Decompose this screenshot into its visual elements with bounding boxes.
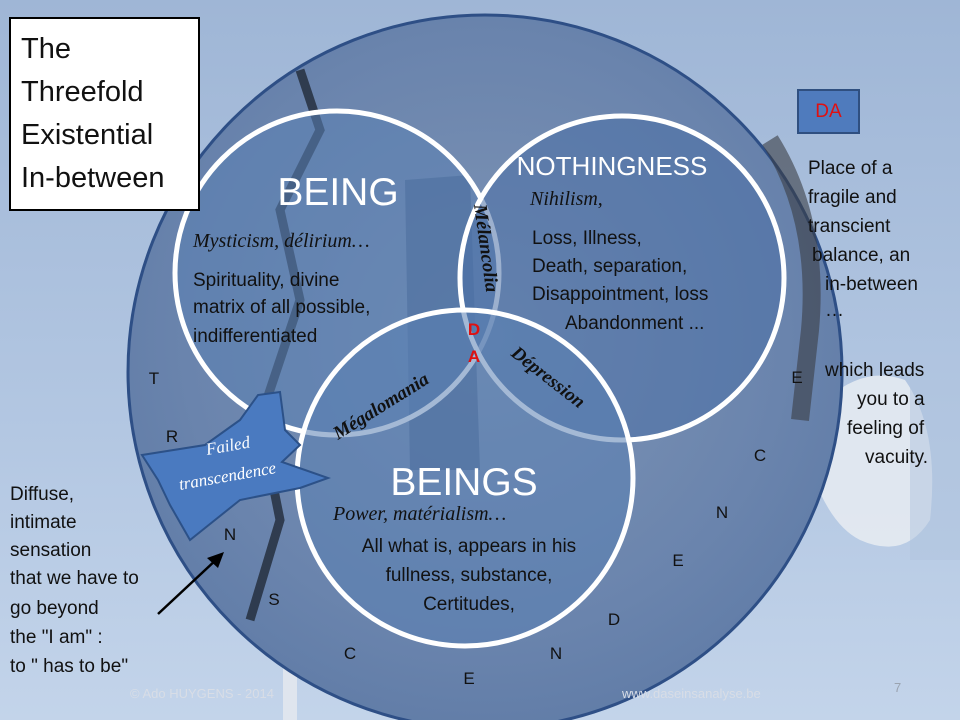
title-line: Existential: [21, 119, 154, 151]
right-text-line: Place of a: [808, 158, 893, 179]
right-text-line: …: [825, 300, 844, 321]
ring-letter: N: [550, 644, 562, 663]
beings-body-line: All what is, appears in his: [362, 536, 576, 557]
nothingness-body-line: Loss, Illness,: [532, 228, 642, 249]
left-text-line: Diffuse,: [10, 484, 75, 505]
being-title: BEING: [277, 171, 398, 214]
nothingness-body-line: Disappointment, loss: [532, 284, 708, 305]
right-text-line: feeling of: [847, 418, 925, 439]
beings-title: BEINGS: [390, 461, 537, 504]
ring-letter: R: [166, 427, 178, 446]
right-text-line: fragile and: [808, 187, 897, 208]
beings-body-line: Certitudes,: [423, 594, 515, 615]
ring-letter: S: [268, 590, 279, 609]
being-body-line: matrix of all possible,: [193, 297, 370, 318]
title-line: Threefold: [21, 76, 144, 108]
website-text: www.daseinsanalyse.be: [622, 686, 761, 701]
right-text-line: transcient: [808, 216, 891, 237]
arrow-head: [207, 552, 224, 568]
ring-letter: E: [791, 368, 802, 387]
ring-letter: C: [754, 446, 766, 465]
ring-letter: D: [608, 610, 620, 629]
page-number: 7: [894, 680, 902, 695]
copyright-text: © Ado HUYGENS - 2014: [130, 686, 274, 701]
left-text-line: sensation: [10, 540, 92, 561]
being-body-line: indifferentiated: [193, 326, 317, 347]
da-box: DA: [797, 89, 860, 134]
ring-letter: N: [716, 503, 728, 522]
left-text-line: to " has to be": [10, 656, 129, 677]
nothingness-title: NOTHINGNESS: [517, 151, 708, 181]
nothingness-subtitle: Nihilism,: [529, 188, 603, 210]
ring-letter: C: [344, 644, 356, 663]
nothingness-body-line: Abandonment ...: [565, 313, 704, 334]
right-text-line: in-between: [825, 274, 918, 295]
center-letter-d: D: [468, 320, 480, 339]
nothingness-body-line: Death, separation,: [532, 256, 687, 277]
left-text-line: that we have to: [10, 568, 139, 589]
ring-letter: T: [149, 369, 159, 388]
right-text-line: balance, an: [812, 245, 911, 266]
title-line: In-between: [21, 162, 165, 194]
arrow-line: [157, 557, 219, 615]
beings-body-line: fullness, substance,: [386, 565, 553, 586]
title-box: The Threefold Existential In-between: [9, 17, 200, 211]
left-text-line: go beyond: [10, 598, 99, 619]
background-pole: [910, 380, 960, 560]
right-text-line: you to a: [857, 389, 925, 410]
ring-letter: E: [672, 551, 683, 570]
being-body-line: Spirituality, divine: [193, 270, 339, 291]
left-text-line: the "I am" :: [10, 627, 103, 648]
background-dark-band: [762, 135, 821, 421]
center-letter-a: A: [468, 347, 480, 366]
being-subtitle: Mysticism, délirium…: [192, 230, 370, 252]
ring-letter: E: [463, 669, 474, 688]
left-text-line: intimate: [10, 512, 77, 533]
title-line: The: [21, 33, 71, 65]
right-text-line: vacuity.: [865, 447, 929, 468]
right-text-line: which leads: [825, 360, 925, 381]
failed-transcendence-banner: [140, 390, 332, 542]
beings-subtitle: Power, matérialism…: [332, 503, 506, 525]
ring-letter: N: [224, 525, 236, 544]
